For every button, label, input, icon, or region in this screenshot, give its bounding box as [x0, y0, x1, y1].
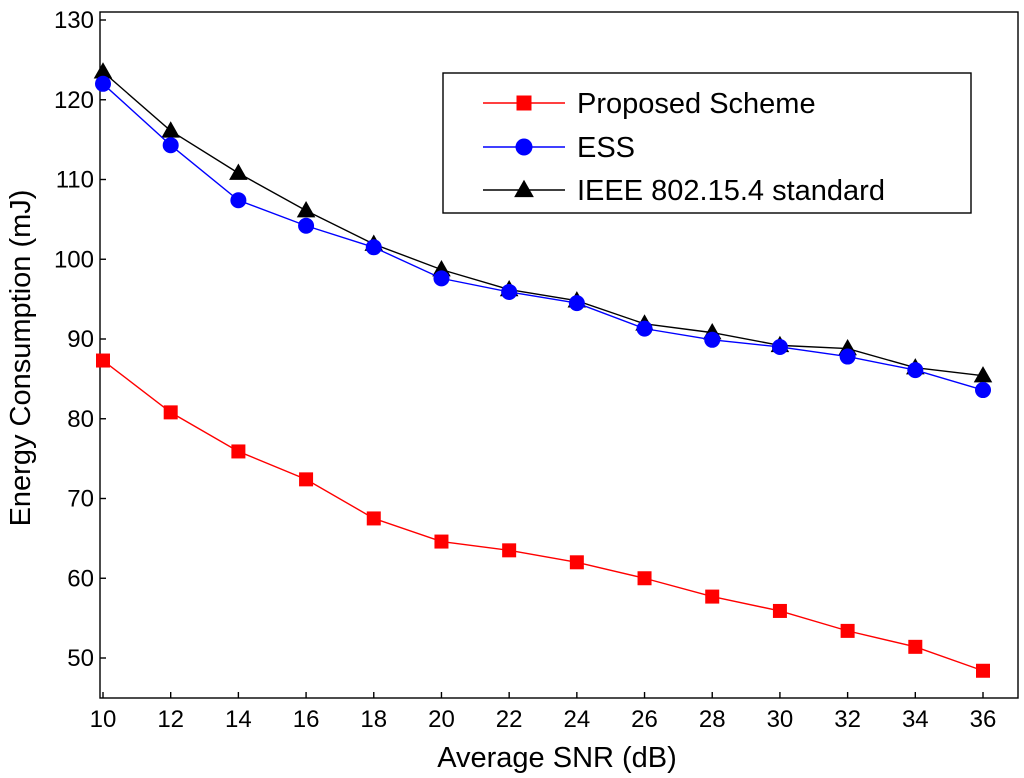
- data-point: [161, 121, 180, 138]
- data-point: [975, 382, 991, 399]
- legend-label: Proposed Scheme: [577, 88, 816, 120]
- data-point: [229, 163, 248, 180]
- series-line: [102, 71, 984, 377]
- data-point: [908, 639, 923, 654]
- legend: Proposed Scheme ESS IEEE 802.15.4 standard: [442, 72, 972, 214]
- x-tick-label: 32: [834, 706, 861, 733]
- y-axis-ticks: 50 60 70 80 90 100 110 120 130: [54, 7, 106, 672]
- data-point: [298, 217, 315, 234]
- data-point: [95, 75, 111, 92]
- data-point: [433, 270, 450, 287]
- data-point: [230, 192, 247, 209]
- x-tick-label: 36: [970, 706, 997, 733]
- data-point: [366, 511, 381, 526]
- data-point: [299, 472, 314, 487]
- data-point: [365, 239, 382, 256]
- legend-marker: [515, 138, 533, 156]
- data-point: [705, 589, 720, 604]
- series-ess: [95, 75, 991, 399]
- data-point: [637, 571, 652, 586]
- y-axis-label: Energy Consumption (mJ): [5, 190, 37, 527]
- data-point: [296, 201, 316, 218]
- data-point: [839, 348, 856, 365]
- data-point: [93, 62, 113, 79]
- data-point: [569, 555, 584, 570]
- data-point: [434, 534, 449, 549]
- y-tick-label: 80: [67, 406, 94, 433]
- x-tick-label: 26: [631, 706, 658, 733]
- y-tick-label: 100: [54, 246, 94, 273]
- data-point: [96, 353, 110, 368]
- data-point: [231, 444, 246, 459]
- data-point: [636, 320, 653, 337]
- data-point: [704, 331, 721, 348]
- legend-label: ESS: [577, 132, 635, 164]
- x-tick-label: 24: [563, 706, 590, 733]
- legend-label: IEEE 802.15.4 standard: [577, 175, 885, 207]
- legend-marker: [514, 179, 534, 198]
- x-tick-label: 34: [902, 706, 929, 733]
- data-point: [976, 663, 990, 678]
- y-tick-label: 60: [67, 565, 94, 592]
- x-tick-label: 14: [225, 706, 252, 733]
- data-point: [771, 338, 788, 355]
- legend-marker: [516, 95, 532, 111]
- x-tick-label: 28: [699, 706, 726, 733]
- legend-item: Proposed Scheme: [483, 88, 816, 120]
- data-point: [907, 362, 924, 379]
- series-line: [102, 359, 984, 672]
- x-tick-label: 18: [360, 706, 387, 733]
- y-tick-label: 110: [56, 167, 94, 194]
- x-axis-ticks: 10 12 14 16 18 20 22 24 26 28 30 32 34 36: [90, 692, 997, 733]
- y-tick-label: 130: [54, 7, 94, 34]
- y-tick-label: 70: [67, 486, 94, 513]
- data-point: [973, 366, 993, 383]
- data-point: [840, 623, 855, 638]
- data-point: [568, 295, 585, 312]
- x-axis-label: Average SNR (dB): [437, 742, 677, 774]
- series-proposed-scheme: [96, 353, 990, 678]
- legend-item: ESS: [483, 132, 635, 164]
- x-tick-label: 20: [428, 706, 455, 733]
- data-point: [501, 283, 518, 300]
- x-tick-label: 12: [157, 706, 184, 733]
- y-tick-label: 50: [67, 645, 94, 672]
- series-layer: [93, 62, 993, 678]
- data-point: [502, 543, 517, 558]
- legend-item: IEEE 802.15.4 standard: [483, 175, 885, 207]
- y-tick-label: 90: [67, 326, 94, 353]
- x-tick-label: 16: [293, 706, 320, 733]
- data-point: [163, 405, 178, 420]
- x-tick-label: 10: [90, 706, 117, 733]
- x-tick-label: 22: [496, 706, 523, 733]
- data-point: [772, 603, 787, 618]
- data-point: [162, 137, 179, 154]
- series-line: [102, 83, 984, 391]
- y-tick-label: 120: [54, 87, 94, 114]
- x-tick-label: 30: [767, 706, 794, 733]
